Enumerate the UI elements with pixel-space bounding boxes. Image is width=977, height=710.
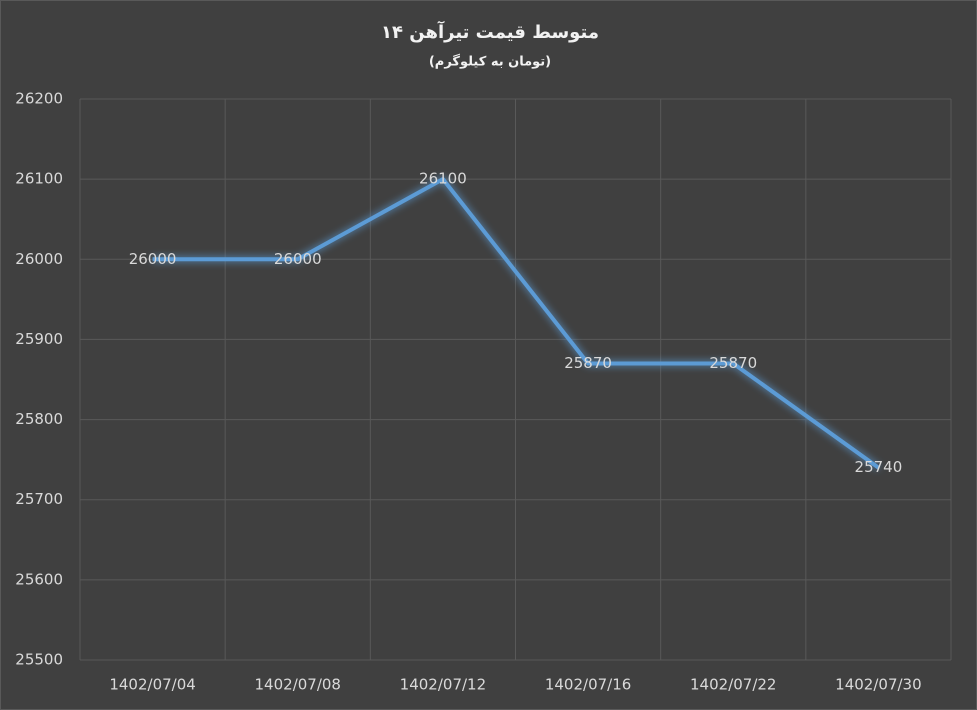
data-label: 26100 (419, 170, 467, 188)
data-label: 25870 (709, 354, 757, 372)
x-tick-label: 1402/07/30 (835, 676, 921, 694)
x-tick-label: 1402/07/04 (109, 676, 195, 694)
line (152, 177, 880, 470)
y-tick-label: 25700 (15, 490, 63, 508)
x-tick-label: 1402/07/12 (400, 676, 486, 694)
x-tick-label: 1402/07/16 (545, 676, 631, 694)
x-tick-label: 1402/07/22 (690, 676, 776, 694)
data-label: 26000 (274, 250, 322, 268)
data-label: 26000 (129, 250, 177, 268)
data-label: 25740 (855, 458, 903, 476)
y-tick-label: 26000 (15, 250, 63, 268)
chart-subtitle: (تومان به کیلوگرم) (429, 54, 551, 70)
y-tick-label: 25500 (15, 651, 63, 669)
y-tick-label: 25900 (15, 330, 63, 348)
y-tick-label: 25800 (15, 410, 63, 428)
y-tick-label: 26100 (15, 170, 63, 188)
chart-title: متوسط قیمت تیرآهن ۱۴ (381, 20, 599, 43)
data-label: 25870 (564, 354, 612, 372)
x-tick-label: 1402/07/08 (255, 676, 341, 694)
y-tick-label: 26200 (15, 90, 63, 108)
y-tick-label: 25600 (15, 570, 63, 588)
